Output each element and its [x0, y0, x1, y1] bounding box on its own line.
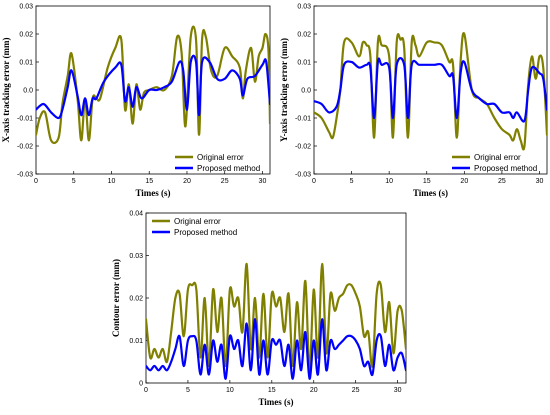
- y-tick-label: -0.02: [295, 144, 311, 151]
- y-tick-label: 0.0: [301, 88, 311, 95]
- x-tick-label: 15: [145, 178, 153, 185]
- x-tick-label: 5: [72, 178, 76, 185]
- x-tick-label: 5: [350, 178, 354, 185]
- x-axis-label: Times (s): [258, 397, 293, 407]
- y-tick-label: -0.01: [295, 116, 311, 123]
- y-tick-label: 0.04: [129, 211, 143, 218]
- series-line-proposed-method: [146, 318, 406, 380]
- chart-1: 0 5 10 15 20 25 30 -0.03 -0.02 -0.01 0.0 0.01 0.02 0.…: [1, 4, 271, 198]
- y-tick-label: -0.01: [17, 116, 33, 123]
- series-line-proposed-method: [314, 57, 547, 123]
- chart-3: 0 5 10 15 20 25 30 0 0.01 0.02 0.03 0.04 Times (s) Co…: [111, 211, 407, 407]
- y-axis-label: X-axis tracking error (mm): [1, 38, 11, 143]
- legend-label: Original error: [174, 217, 221, 226]
- x-tick-label: 0: [144, 387, 148, 394]
- x-tick-label: 25: [221, 178, 229, 185]
- x-tick-label: 10: [226, 387, 234, 394]
- series-group: [36, 25, 270, 145]
- x-tick-label: 15: [268, 387, 276, 394]
- plot-frame: [313, 5, 548, 175]
- x-tick-label: 20: [183, 178, 191, 185]
- x-tick-label: 10: [385, 178, 393, 185]
- x-tick-label: 25: [498, 178, 506, 185]
- legend-label: Proposed method: [474, 164, 537, 173]
- y-tick-label: 0.03: [19, 4, 33, 11]
- legend: Original error Proposed method: [452, 153, 537, 173]
- y-axis-label: Y-axis tracking error (mm): [279, 38, 289, 142]
- x-tick-label: 25: [352, 387, 360, 394]
- y-tick-label: -0.02: [17, 144, 33, 151]
- x-tick-label: 30: [536, 178, 544, 185]
- x-tick-label: 20: [460, 178, 468, 185]
- legend-label: Proposed method: [197, 164, 260, 173]
- series-group: [146, 262, 406, 380]
- x-tick-label: 5: [186, 387, 190, 394]
- y-tick-label: 0.02: [19, 32, 33, 39]
- chart-2: 0 5 10 15 20 25 30 -0.03 -0.02 -0.01 0.0 0.01 0.02 0.…: [279, 4, 548, 198]
- series-line-proposed-method: [36, 54, 270, 120]
- y-tick-label: -0.03: [295, 172, 311, 179]
- y-tick-label: 0.0: [23, 88, 33, 95]
- x-tick-label: 0: [34, 178, 38, 185]
- y-tick-label: 0.01: [297, 60, 311, 67]
- x-tick-label: 20: [310, 387, 318, 394]
- x-axis-label: Times (s): [135, 188, 170, 198]
- series-line-original-error: [146, 262, 406, 372]
- legend-label: Original error: [197, 153, 244, 162]
- y-tick-label: 0.02: [297, 32, 311, 39]
- y-tick-label: 0.02: [129, 296, 143, 303]
- series-line-original-error: [314, 32, 547, 151]
- x-tick-label: 15: [423, 178, 431, 185]
- legend: Original error Proposed method: [152, 217, 237, 237]
- series-group: [314, 32, 547, 151]
- legend-label: Proposed method: [174, 228, 237, 237]
- y-tick-label: -0.03: [17, 172, 33, 179]
- y-tick-label: 0.01: [129, 338, 143, 345]
- y-axis-label: Contour error (mm): [111, 259, 121, 337]
- legend: Original error Proposed method: [175, 153, 260, 173]
- y-tick-label: 0.03: [297, 4, 311, 11]
- y-tick-label: 0.01: [19, 60, 33, 67]
- x-tick-label: 30: [394, 387, 402, 394]
- x-axis-label: Times (s): [413, 188, 448, 198]
- legend-label: Original error: [474, 153, 521, 162]
- x-tick-label: 30: [259, 178, 267, 185]
- y-tick-label: 0.03: [129, 253, 143, 260]
- y-tick-label: 0: [139, 381, 143, 388]
- series-line-original-error: [36, 25, 270, 145]
- x-tick-label: 10: [108, 178, 116, 185]
- x-tick-label: 0: [312, 178, 316, 185]
